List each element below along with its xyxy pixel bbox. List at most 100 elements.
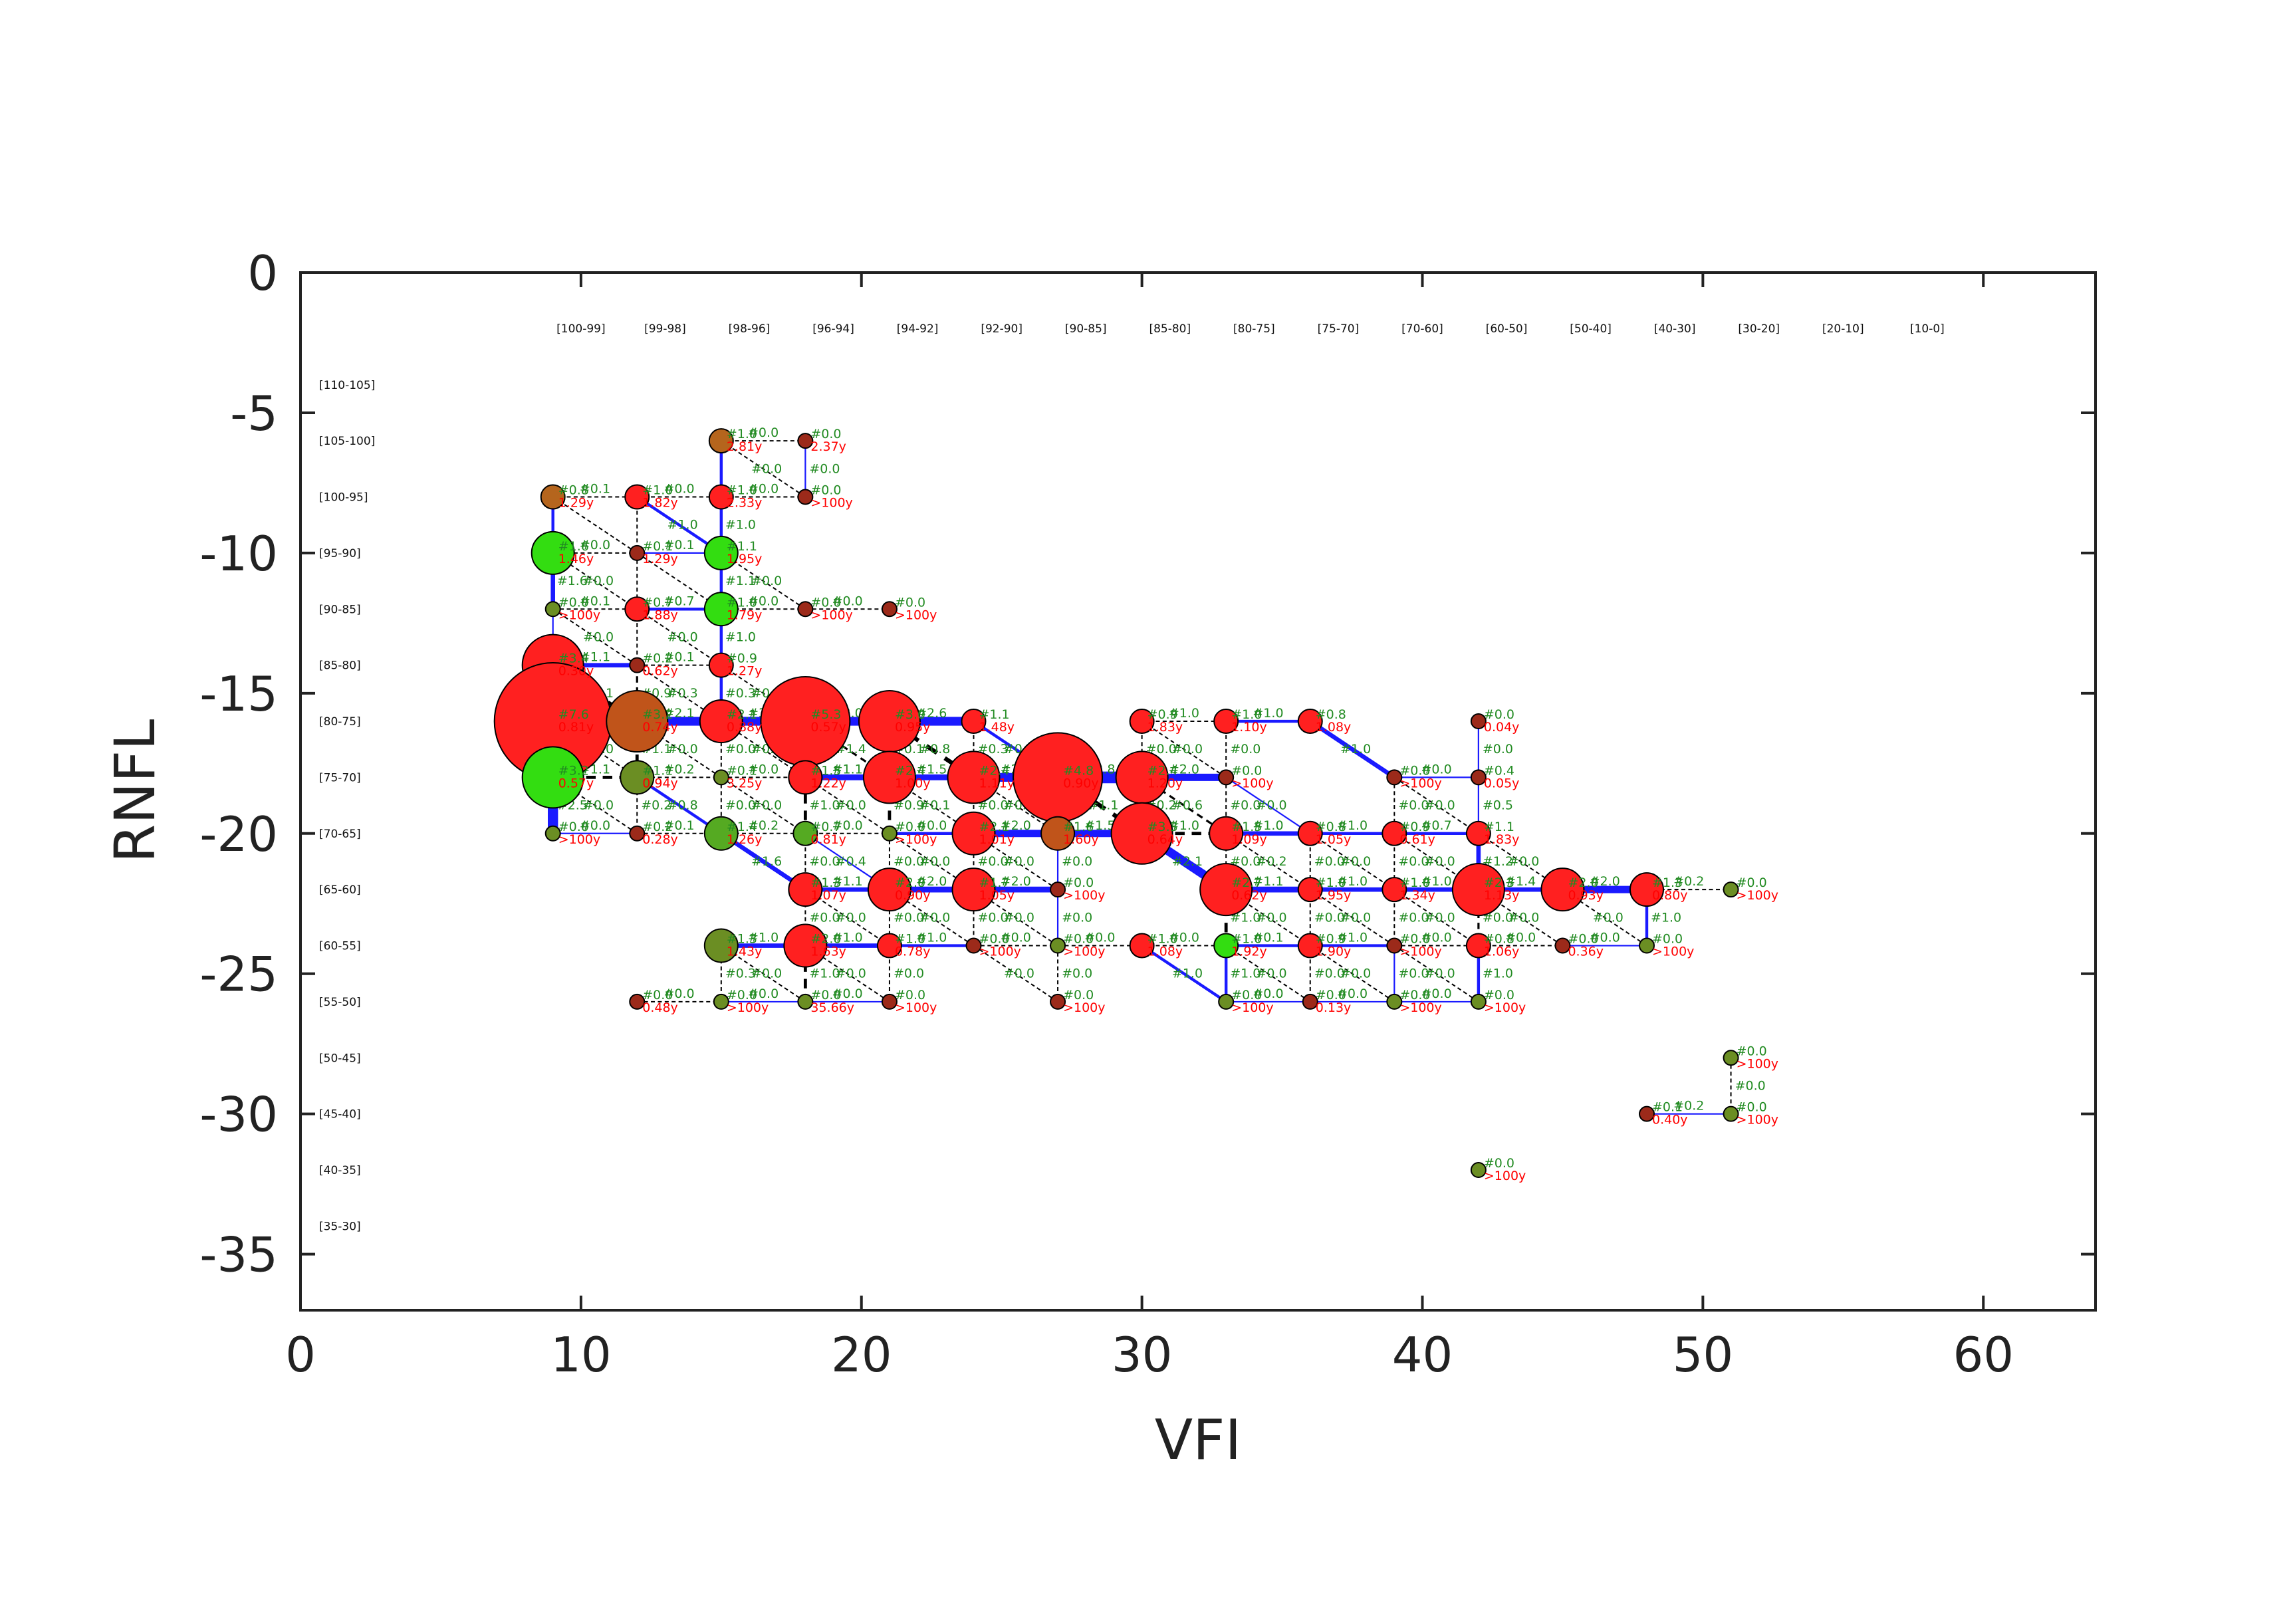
edge-count-label: #0.0 <box>1230 742 1261 756</box>
node-time-label: >100y <box>558 608 600 622</box>
edge-count-label: #0.0 <box>1593 910 1624 925</box>
state-node <box>1451 863 1505 917</box>
state-node <box>1470 1162 1487 1179</box>
node-time-label: 1.46y <box>558 552 594 566</box>
node-time-label: 0.40y <box>1652 1113 1688 1127</box>
node-time-label: 1.06y <box>1484 945 1520 959</box>
node-time-label: 0.30y <box>558 664 594 679</box>
node-count-label: #0.0 <box>895 595 925 610</box>
edge-count-label: #0.0 <box>725 798 756 813</box>
edge-line <box>636 608 722 666</box>
edge-count-label: #1.0 <box>1421 874 1452 889</box>
rnfl-bin-label: [110-105] <box>319 379 375 392</box>
edge-line <box>1310 832 1395 890</box>
state-node <box>544 601 561 618</box>
state-node <box>1639 1105 1655 1122</box>
node-time-label: >100y <box>558 832 600 847</box>
node-time-label: 0.62y <box>1231 888 1267 903</box>
state-node <box>708 428 734 454</box>
node-time-label: >100y <box>727 1000 769 1015</box>
vfi-bin-label: [90-85] <box>1065 322 1107 336</box>
node-count-label: #1.0 <box>1231 932 1262 947</box>
node-time-label: 1.95y <box>1316 888 1352 903</box>
node-count-label: #0.0 <box>810 595 841 610</box>
edge-count-label: #0.0 <box>919 854 950 869</box>
node-count-label: #1.0 <box>727 483 757 498</box>
node-time-label: >100y <box>895 1000 937 1015</box>
state-node <box>629 993 646 1010</box>
node-count-label: #2.0 <box>810 932 841 947</box>
x-tick-label: 30 <box>1112 1327 1173 1383</box>
node-count-label: #4.8 <box>1063 763 1094 778</box>
node-count-label: #1.0 <box>1316 875 1346 890</box>
node-time-label: >100y <box>1063 888 1105 903</box>
node-time-label: 2.81y <box>727 439 763 454</box>
node-time-label: 0.78y <box>895 945 931 959</box>
state-node <box>1129 709 1155 735</box>
edge-count-label: #1.0 <box>1337 818 1368 833</box>
state-node <box>708 652 734 678</box>
node-time-label: >100y <box>810 496 852 511</box>
node-time-label: 1.20y <box>1147 776 1183 790</box>
state-node <box>1297 820 1323 846</box>
node-count-label: #0.8 <box>558 483 589 498</box>
y-tick-label: -5 <box>230 386 278 441</box>
node-count-label: #0.0 <box>1737 1100 1767 1115</box>
node-count-label: #0.0 <box>1316 988 1346 1002</box>
node-count-label: #0.0 <box>1399 932 1430 947</box>
edge-count-label: #0.0 <box>1425 854 1455 869</box>
node-count-label: #3.4 <box>558 651 589 666</box>
state-node <box>1723 1105 1739 1122</box>
edge-count-label: #0.6 <box>1172 798 1203 813</box>
edge-count-label: #0.0 <box>1483 910 1513 925</box>
edge-count-label: #0.0 <box>1230 854 1261 869</box>
edge-count-label: #1.0 <box>1230 910 1261 925</box>
node-count-label: #5.3 <box>810 707 841 722</box>
edge-line <box>1225 945 1311 1002</box>
edge-count-label: #0.0 <box>1314 910 1345 925</box>
rnfl-bin-label: [70-65] <box>319 828 361 841</box>
edge-count-label: #0.0 <box>748 762 779 776</box>
state-node <box>713 769 729 786</box>
node-count-label: #0.0 <box>1231 763 1262 778</box>
state-node <box>531 530 575 575</box>
edge-count-label: #0.0 <box>1398 967 1429 981</box>
node-count-label: #0.0 <box>1063 932 1094 947</box>
node-count-label: #2.4 <box>979 763 1010 778</box>
edge-count-label: #0.0 <box>583 574 614 588</box>
edge-count-label: #0.2 <box>1256 854 1286 869</box>
edge-count-label: #0.2 <box>663 762 694 776</box>
node-time-label: 0.90y <box>895 888 931 903</box>
node-count-label: #0.9 <box>1316 932 1346 947</box>
rnfl-bin-label: [50-45] <box>319 1052 361 1065</box>
edge-count-label: #0.0 <box>667 630 698 644</box>
node-count-label: #1.4 <box>727 820 757 834</box>
edge-count-label: #0.0 <box>1508 854 1539 869</box>
edge-count-label: #0.0 <box>1340 967 1371 981</box>
node-time-label: 0.04y <box>1484 720 1520 735</box>
node-count-label: #1.3 <box>1652 875 1683 890</box>
edge-count-label: #0.0 <box>978 910 1009 925</box>
state-node <box>1199 863 1253 917</box>
edge-count-label: #0.2 <box>641 798 671 813</box>
node-count-label: #1.0 <box>895 932 925 947</box>
x-axis-title: VFI <box>1155 1407 1242 1472</box>
edge-count-label: #0.0 <box>1084 931 1115 945</box>
edge-count-label: #2.0 <box>916 874 947 889</box>
edge-line <box>721 440 806 498</box>
state-node <box>1723 1050 1739 1066</box>
state-node <box>1050 937 1066 954</box>
state-node <box>797 489 814 505</box>
edge-count-label: #0.0 <box>1256 967 1286 981</box>
node-count-label: #0.8 <box>1316 820 1346 834</box>
edge-count-label: #0.0 <box>832 594 863 608</box>
state-node <box>703 928 739 963</box>
edge-count-label: #0.0 <box>1398 798 1429 813</box>
node-time-label: 0.57y <box>558 776 594 790</box>
state-node <box>624 596 650 622</box>
node-count-label: #0.0 <box>1737 1044 1767 1058</box>
edge-line <box>1310 889 1395 947</box>
node-time-label: 1.01y <box>979 832 1015 847</box>
node-count-label: #0.8 <box>1484 932 1514 947</box>
node-time-label: 1.13y <box>1484 888 1520 903</box>
